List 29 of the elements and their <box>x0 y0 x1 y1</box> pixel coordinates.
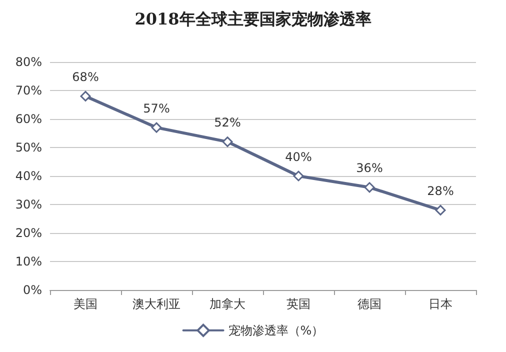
x-tick-label: 德国 <box>358 297 382 311</box>
y-tick-label: 20% <box>15 226 42 240</box>
y-tick-label: 50% <box>15 140 42 154</box>
y-tick-label: 60% <box>15 112 42 126</box>
point <box>222 136 233 148</box>
data-label: 28% <box>427 184 454 198</box>
data-label: 68% <box>72 70 99 84</box>
legend-label: 宠物渗透率（%） <box>228 323 324 338</box>
y-tick-label: 40% <box>15 169 42 183</box>
x-tick-label: 美国 <box>74 297 98 311</box>
point <box>80 90 91 102</box>
data-label: 36% <box>356 161 383 176</box>
chart-title: 2018年全球主要国家宠物渗透率 <box>134 10 372 28</box>
x-tick-label: 英国 <box>286 297 310 311</box>
y-tick-label: 10% <box>15 254 42 268</box>
x-tick-label: 加拿大 <box>210 297 246 311</box>
x-tick-label: 日本 <box>428 297 452 311</box>
x-tick-label: 澳大利亚 <box>132 297 180 311</box>
data-label: 52% <box>214 116 241 130</box>
y-tick-label: 80% <box>15 55 42 69</box>
point <box>435 204 446 216</box>
data-label: 40% <box>285 150 312 164</box>
point <box>293 170 304 182</box>
y-tick-label: 30% <box>15 198 42 212</box>
y-tick-label: 0% <box>22 283 42 297</box>
y-tick-label: 70% <box>15 84 42 98</box>
point <box>364 182 375 193</box>
data-label: 57% <box>143 101 170 116</box>
point <box>151 122 162 133</box>
